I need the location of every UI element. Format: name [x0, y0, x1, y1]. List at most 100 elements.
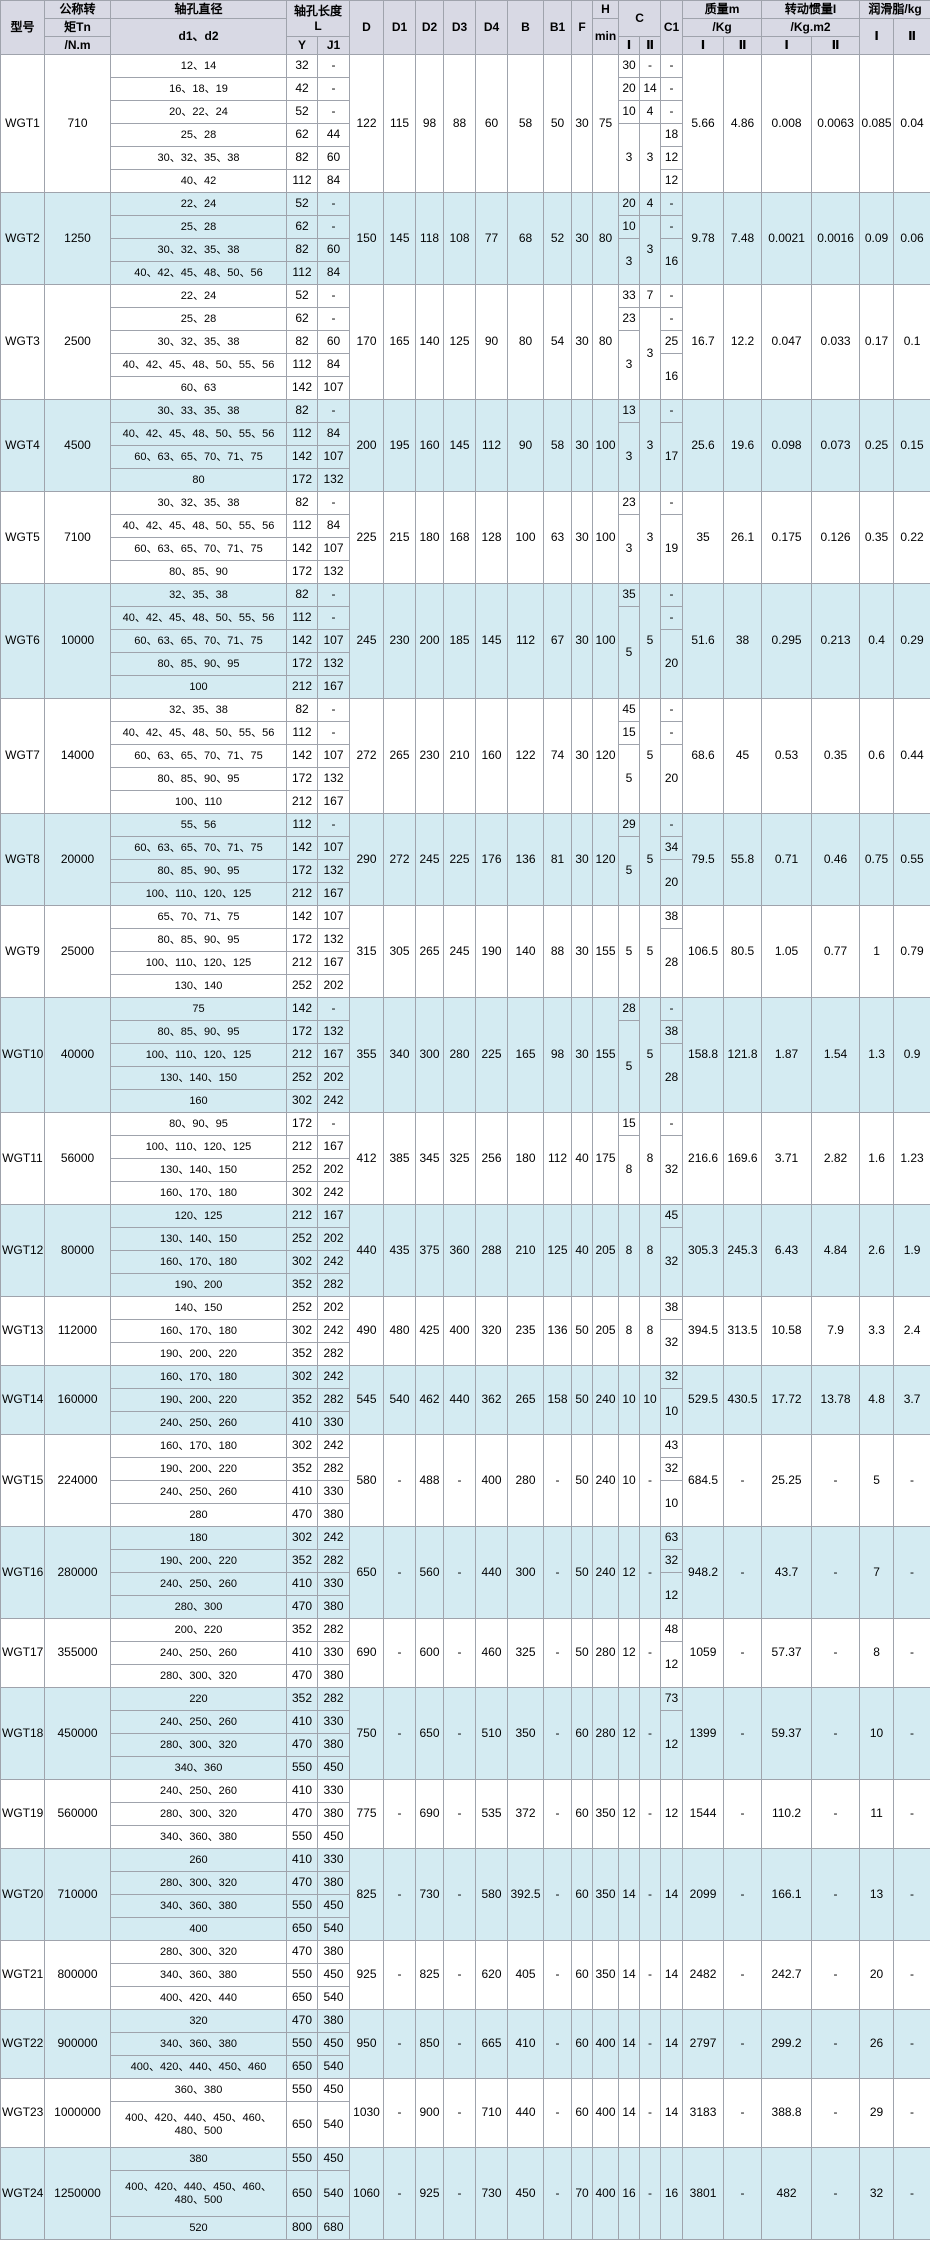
cell-grease-2: - — [893, 1940, 930, 2010]
cell-inertia-1: 6.43 — [761, 1204, 813, 1297]
cell-d2: 600 — [415, 1618, 445, 1688]
cell-c1: - — [660, 192, 684, 216]
table-row: 100、110、120、125 212 167 — [1, 951, 930, 975]
header-torque-line1: 公称转 — [44, 0, 111, 19]
cell-c1: 28 — [660, 1043, 684, 1113]
cell-bore-diameters: 100、110 — [110, 790, 287, 814]
cell-ci: 14 — [618, 1848, 641, 1941]
cell-bore-diameters: 220 — [110, 1687, 287, 1711]
cell-torque: 160000 — [44, 1365, 111, 1435]
cell-length-y: 52 — [286, 192, 318, 216]
cell-b1: - — [543, 2009, 573, 2079]
cell-f: 30 — [571, 284, 594, 400]
cell-bore-diameters: 120、125 — [110, 1204, 287, 1228]
cell-inertia-2: - — [811, 2078, 861, 2148]
cell-cii: - — [639, 1687, 662, 1780]
cell-cii: - — [639, 1940, 662, 2010]
cell-mass-1: 948.2 — [682, 1526, 725, 1619]
cell-f: 30 — [571, 813, 594, 906]
cell-d4: 160 — [475, 698, 509, 814]
cell-length-j1: 380 — [316, 1503, 351, 1527]
cell-d: 170 — [349, 284, 385, 400]
cell-d4: 460 — [475, 1618, 509, 1688]
cell-length-j1: 202 — [316, 1158, 351, 1182]
cell-model: WGT22 — [0, 2009, 45, 2079]
cell-length-j1: 330 — [316, 1480, 351, 1504]
cell-f: 50 — [571, 1434, 594, 1527]
cell-length-j1: 330 — [316, 1779, 351, 1803]
table-row: 16、18、19 42-20 14- — [1, 77, 930, 101]
cell-torque: 4500 — [44, 399, 111, 492]
header-d4: D4 — [475, 0, 509, 55]
header-c-roman-1: Ⅰ — [618, 36, 641, 55]
cell-length-y: 112 — [286, 813, 318, 837]
cell-length-j1: 107 — [316, 905, 351, 929]
cell-cii: 3 — [639, 491, 662, 584]
cell-b: 440 — [507, 2078, 545, 2148]
cell-mass-1: 35 — [682, 491, 725, 584]
cell-d3: - — [443, 1779, 477, 1849]
cell-model: WGT23 — [0, 2078, 45, 2148]
cell-length-j1: 60 — [316, 238, 351, 262]
cell-model: WGT8 — [0, 813, 45, 906]
cell-length-y: 112 — [286, 606, 318, 630]
table-row: 280、300、320 470 380 — [1, 1802, 930, 1826]
cell-d: 272 — [349, 698, 385, 814]
cell-b: 300 — [507, 1526, 545, 1619]
cell-h-min: 400 — [592, 2147, 620, 2240]
cell-d4: 710 — [475, 2078, 509, 2148]
header-mass: 质量m — [682, 0, 763, 19]
cell-grease-1: 1.6 — [859, 1112, 895, 1205]
cell-cii: 3 — [639, 307, 662, 400]
cell-h-min: 205 — [592, 1296, 620, 1366]
cell-cii: 5 — [639, 997, 662, 1113]
cell-length-j1: 330 — [316, 1710, 351, 1734]
cell-ci: 14 — [618, 2009, 641, 2079]
cell-mass-1: 216.6 — [682, 1112, 725, 1205]
table-row: 340、360、380 550 450 — [1, 1963, 930, 1987]
cell-length-y: 142 — [286, 744, 318, 768]
cell-model: WGT5 — [0, 491, 45, 584]
cell-c1: 38 — [660, 1296, 684, 1320]
cell-mass-1: 51.6 — [682, 583, 725, 699]
cell-grease-2: 2.4 — [893, 1296, 930, 1366]
cell-b: 140 — [507, 905, 545, 998]
cell-length-j1: 450 — [316, 2078, 351, 2102]
cell-length-j1: - — [316, 284, 351, 308]
cell-bore-diameters: 190、200、220 — [110, 1457, 287, 1481]
header-bore-length-label: 轴孔长度 — [294, 4, 343, 19]
cell-grease-1: 0.4 — [859, 583, 895, 699]
cell-c1: 32 — [660, 1319, 684, 1366]
cell-d1: - — [383, 1940, 417, 2010]
header-d1-d2: d1、d2 — [110, 18, 287, 55]
cell-length-j1: 242 — [316, 1319, 351, 1343]
cell-b: 410 — [507, 2009, 545, 2079]
table-row: 60、63、65、70、71、75 142 107 5 34 — [1, 836, 930, 906]
cell-ci: 8 — [618, 1204, 641, 1297]
header-mass-unit: /Kg — [682, 18, 763, 37]
cell-d1: 480 — [383, 1296, 417, 1366]
header-d2: D2 — [415, 0, 445, 55]
cell-ci: 33 — [618, 284, 641, 308]
cell-length-y: 172 — [286, 468, 318, 492]
cell-length-y: 82 — [286, 698, 318, 722]
cell-f: 70 — [571, 2147, 594, 2240]
cell-ci: 10 — [618, 1434, 641, 1527]
cell-h-min: 120 — [592, 698, 620, 814]
cell-h-min: 350 — [592, 1940, 620, 2010]
cell-model: WGT21 — [0, 1940, 45, 2010]
cell-d2: 160 — [415, 399, 445, 492]
cell-c1: 12 — [660, 1641, 684, 1688]
cell-ci: 3 — [618, 330, 641, 400]
cell-cii: 14 — [639, 77, 662, 101]
cell-c1: 10 — [660, 1388, 684, 1435]
cell-bore-diameters: 340、360、380 — [110, 1825, 287, 1849]
cell-bore-diameters: 25、28 — [110, 215, 287, 239]
cell-d1: 115 — [383, 54, 417, 193]
cell-bore-diameters: 520 — [110, 2216, 287, 2240]
table-header: 型号 公称转 轴孔直径 轴孔长度 L D D1 D2 D3 D4 B B1 F … — [0, 0, 930, 55]
cell-b1: 158 — [543, 1365, 573, 1435]
cell-grease-2: 0.04 — [893, 54, 930, 193]
cell-mass-2: - — [723, 1940, 763, 2010]
cell-length-y: 172 — [286, 1112, 318, 1136]
